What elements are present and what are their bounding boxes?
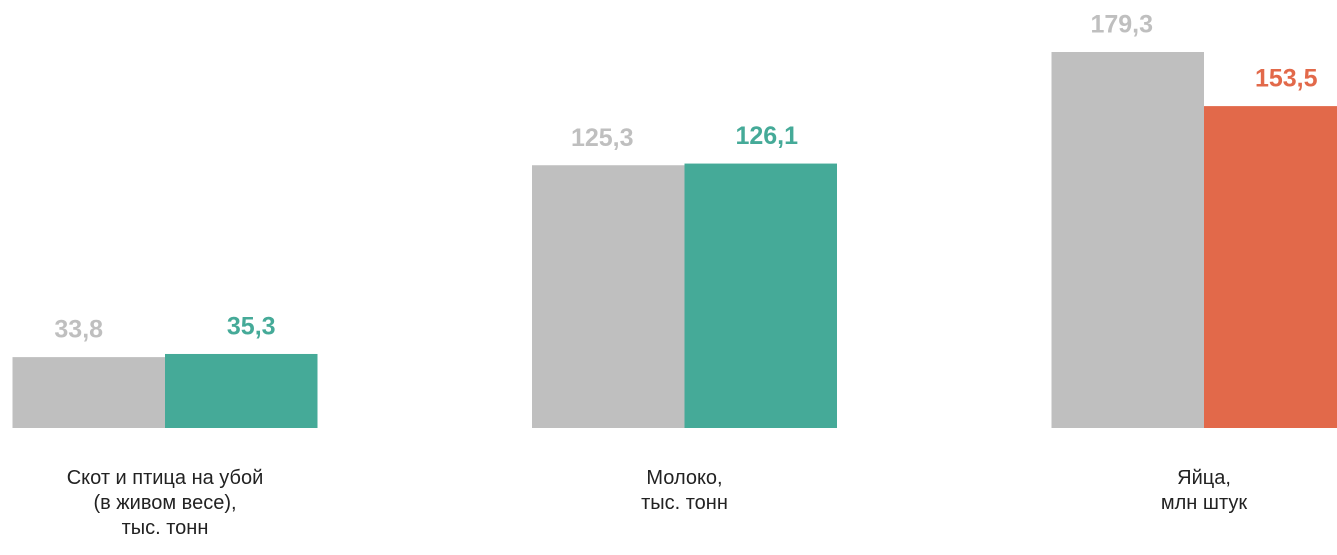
category-label: Скот и птица на убой (в живом весе), тыс…: [66, 467, 264, 539]
bar: [532, 165, 685, 429]
value-label: 125,3: [571, 124, 634, 152]
value-label: 153,5: [1255, 65, 1318, 93]
value-label: 126,1: [735, 122, 798, 150]
bar: [165, 353, 318, 428]
value-label: 35,3: [227, 313, 276, 341]
value-label: 33,8: [54, 316, 103, 344]
bar: [1204, 106, 1337, 429]
bar: [12, 357, 165, 428]
value-label: 179,3: [1090, 11, 1153, 39]
bar: [1051, 52, 1204, 428]
category-label: Молоко, тыс. тонн: [641, 467, 728, 514]
category-label: Яйца, млн штук: [1160, 467, 1248, 514]
bar: [684, 163, 837, 428]
